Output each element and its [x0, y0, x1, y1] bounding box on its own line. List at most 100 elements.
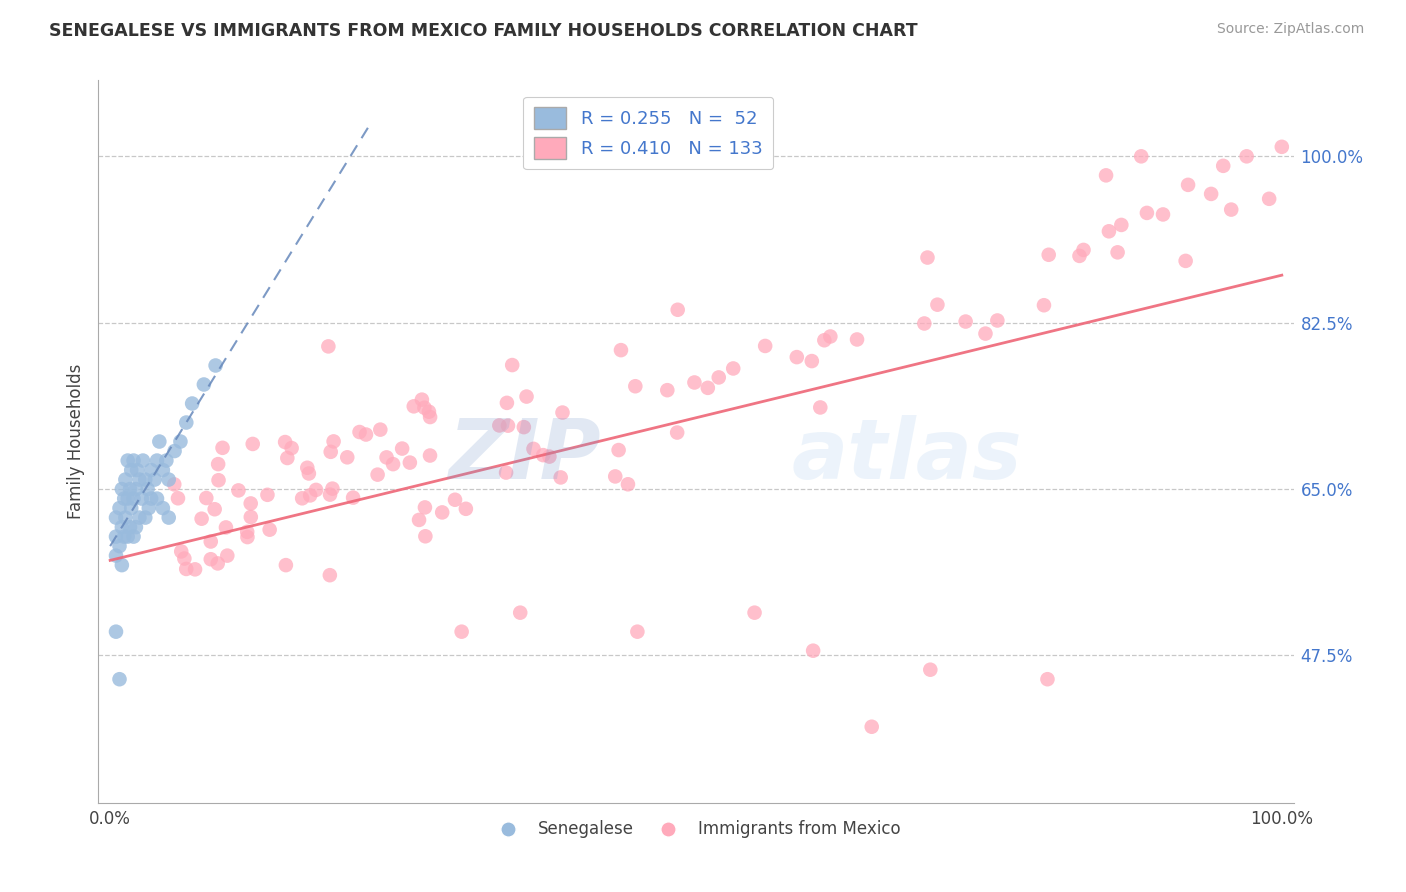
Point	[256, 488, 278, 502]
Point	[120, 463, 142, 477]
Point	[173, 551, 195, 566]
Point	[242, 437, 264, 451]
Point	[174, 562, 197, 576]
Point	[217, 549, 239, 563]
Point	[415, 529, 437, 543]
Point	[336, 450, 359, 465]
Point	[131, 491, 153, 506]
Point	[1073, 243, 1095, 257]
Point	[117, 530, 139, 544]
Point	[128, 510, 150, 524]
Point	[1271, 140, 1294, 154]
Point	[1098, 224, 1121, 238]
Point	[382, 457, 405, 471]
Point	[319, 445, 342, 459]
Point	[167, 491, 190, 506]
Point	[318, 339, 340, 353]
Point	[1220, 202, 1243, 217]
Point	[974, 326, 997, 341]
Point	[1036, 672, 1059, 686]
Point	[515, 390, 537, 404]
Point	[607, 443, 630, 458]
Point	[190, 512, 212, 526]
Point	[342, 491, 364, 505]
Point	[419, 410, 441, 425]
Point	[522, 442, 544, 456]
Legend: Senegalese, Immigrants from Mexico: Senegalese, Immigrants from Mexico	[485, 814, 907, 845]
Point	[297, 460, 319, 475]
Point	[1033, 298, 1056, 312]
Point	[413, 500, 436, 515]
Point	[354, 427, 377, 442]
Point	[754, 339, 776, 353]
Point	[239, 510, 262, 524]
Point	[193, 377, 215, 392]
Point	[707, 370, 730, 384]
Point	[174, 416, 197, 430]
Point	[111, 482, 134, 496]
Point	[496, 396, 519, 410]
Point	[125, 482, 148, 496]
Point	[163, 477, 186, 491]
Point	[432, 505, 454, 519]
Point	[122, 530, 145, 544]
Point	[399, 456, 422, 470]
Point	[127, 463, 149, 477]
Point	[105, 530, 128, 544]
Point	[117, 453, 139, 467]
Point	[236, 530, 259, 544]
Point	[184, 562, 207, 576]
Point	[111, 558, 134, 573]
Point	[120, 482, 141, 496]
Point	[402, 400, 425, 414]
Point	[927, 298, 949, 312]
Text: atlas: atlas	[792, 416, 1022, 497]
Point	[195, 491, 218, 505]
Point	[800, 354, 823, 368]
Point	[488, 418, 510, 433]
Point	[305, 483, 328, 497]
Y-axis label: Family Households: Family Households	[66, 364, 84, 519]
Point	[1199, 186, 1222, 201]
Point	[531, 448, 554, 462]
Point	[322, 434, 344, 449]
Point	[513, 420, 536, 434]
Point	[321, 482, 343, 496]
Point	[454, 501, 477, 516]
Point	[132, 453, 155, 467]
Point	[411, 392, 433, 407]
Point	[538, 450, 561, 464]
Point	[617, 477, 640, 491]
Point	[496, 418, 519, 433]
Point	[228, 483, 250, 498]
Point	[291, 491, 314, 506]
Point	[624, 379, 647, 393]
Point	[408, 513, 430, 527]
Point	[141, 491, 163, 506]
Point	[204, 502, 226, 516]
Point	[200, 534, 222, 549]
Point	[276, 450, 298, 465]
Point	[683, 376, 706, 390]
Point	[1107, 245, 1129, 260]
Point	[163, 444, 186, 458]
Point	[200, 552, 222, 566]
Point	[391, 442, 413, 456]
Point	[152, 463, 174, 477]
Point	[551, 406, 574, 420]
Point	[117, 491, 139, 506]
Point	[211, 441, 233, 455]
Point	[120, 520, 141, 534]
Point	[820, 329, 842, 343]
Point	[299, 488, 322, 502]
Point	[419, 449, 441, 463]
Point	[207, 557, 229, 571]
Point	[744, 606, 766, 620]
Point	[207, 457, 229, 471]
Point	[721, 361, 744, 376]
Point	[148, 434, 170, 449]
Point	[146, 491, 169, 506]
Point	[136, 482, 159, 496]
Point	[920, 663, 942, 677]
Point	[181, 396, 204, 410]
